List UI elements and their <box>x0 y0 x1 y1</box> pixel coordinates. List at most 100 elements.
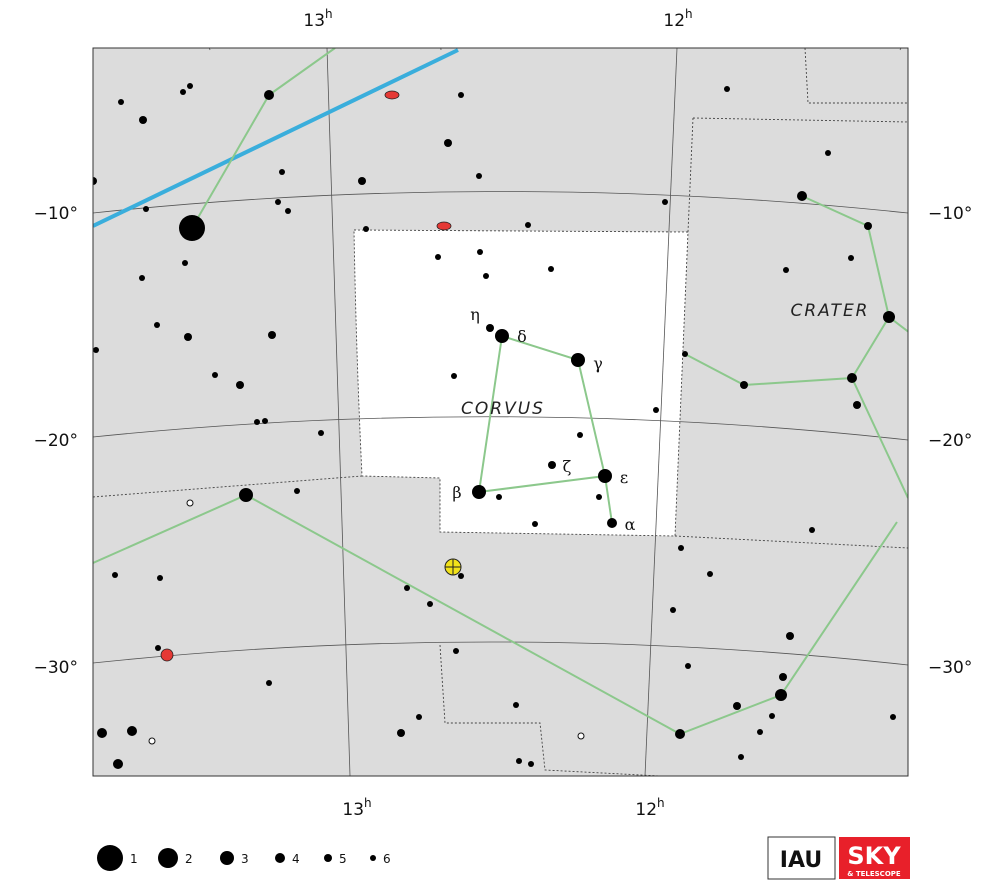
star <box>607 518 617 528</box>
legend-star <box>158 848 178 868</box>
star <box>435 254 441 260</box>
star-label: γ <box>593 354 603 373</box>
star <box>268 331 276 339</box>
dec-label: −20° <box>34 431 78 451</box>
star <box>532 521 538 527</box>
star-label: ε <box>620 468 628 487</box>
star <box>139 275 145 281</box>
star <box>93 177 97 185</box>
nebula-cross <box>445 559 461 575</box>
star <box>548 461 556 469</box>
star <box>495 329 509 343</box>
star <box>266 680 272 686</box>
boundaries <box>93 48 908 776</box>
legend-star <box>97 845 123 871</box>
star <box>154 322 160 328</box>
star <box>598 469 612 483</box>
star <box>318 430 324 436</box>
star-label: ζ <box>563 457 572 476</box>
star <box>262 418 268 424</box>
star <box>127 726 137 736</box>
star <box>685 663 691 669</box>
star <box>738 754 744 760</box>
stars <box>93 83 896 769</box>
star <box>477 249 483 255</box>
star <box>786 632 794 640</box>
star <box>236 381 244 389</box>
star <box>853 401 861 409</box>
star <box>757 729 763 735</box>
variable-star <box>186 499 194 507</box>
sky-logo: SKY & TELESCOPE <box>839 837 910 879</box>
star <box>187 83 193 89</box>
star <box>678 545 684 551</box>
ra-unit: h <box>325 7 333 21</box>
star <box>416 714 422 720</box>
iau-logo: IAU <box>767 836 836 880</box>
star <box>397 729 405 737</box>
star <box>670 607 676 613</box>
variable-star <box>577 732 585 740</box>
star <box>525 222 531 228</box>
magnitude-legend: 1 2 3 4 5 6 <box>97 845 391 871</box>
star <box>783 267 789 273</box>
legend-label: 6 <box>383 852 391 866</box>
star-label: η <box>470 305 480 324</box>
star <box>707 571 713 577</box>
star <box>279 169 285 175</box>
star <box>264 90 274 100</box>
star <box>113 759 123 769</box>
star <box>675 729 685 739</box>
star <box>139 116 147 124</box>
star <box>358 177 366 185</box>
dec-label: −30° <box>34 658 78 678</box>
star <box>528 761 534 767</box>
dec-label: −10° <box>928 204 972 224</box>
star <box>451 373 457 379</box>
star <box>118 99 124 105</box>
star <box>890 714 896 720</box>
star <box>486 324 494 332</box>
variable-star <box>148 737 156 745</box>
dec-label: −10° <box>34 204 78 224</box>
star <box>179 215 205 241</box>
star <box>847 373 857 383</box>
logo-text: IAU <box>780 848 822 873</box>
star <box>458 573 464 579</box>
ra-label: 13h <box>342 796 371 820</box>
star <box>143 206 149 212</box>
star <box>184 333 192 341</box>
logo-text: SKY <box>847 842 901 870</box>
ecliptic <box>93 48 459 228</box>
star <box>285 208 291 214</box>
logo-box <box>839 837 910 879</box>
legend-label: 4 <box>292 852 300 866</box>
star <box>848 255 854 261</box>
cluster <box>160 648 174 662</box>
legend-star <box>220 851 234 865</box>
ra-label: 12h <box>663 7 692 31</box>
star <box>571 353 585 367</box>
star <box>180 89 186 95</box>
ra-unit: h <box>685 7 693 21</box>
logo-subtext: & TELESCOPE <box>847 870 901 878</box>
ra-unit: h <box>364 796 372 810</box>
ra-hour: 13 <box>303 11 325 31</box>
grid <box>93 48 908 776</box>
star <box>239 488 253 502</box>
star <box>662 199 668 205</box>
legend-star <box>324 854 332 862</box>
star <box>458 92 464 98</box>
star <box>275 199 281 205</box>
star <box>182 260 188 266</box>
star <box>294 488 300 494</box>
star <box>883 311 895 323</box>
star <box>548 266 554 272</box>
legend-label: 2 <box>185 852 193 866</box>
legend-label: 1 <box>130 852 138 866</box>
star <box>682 351 688 357</box>
star <box>212 372 218 378</box>
star <box>577 432 583 438</box>
star <box>733 702 741 710</box>
